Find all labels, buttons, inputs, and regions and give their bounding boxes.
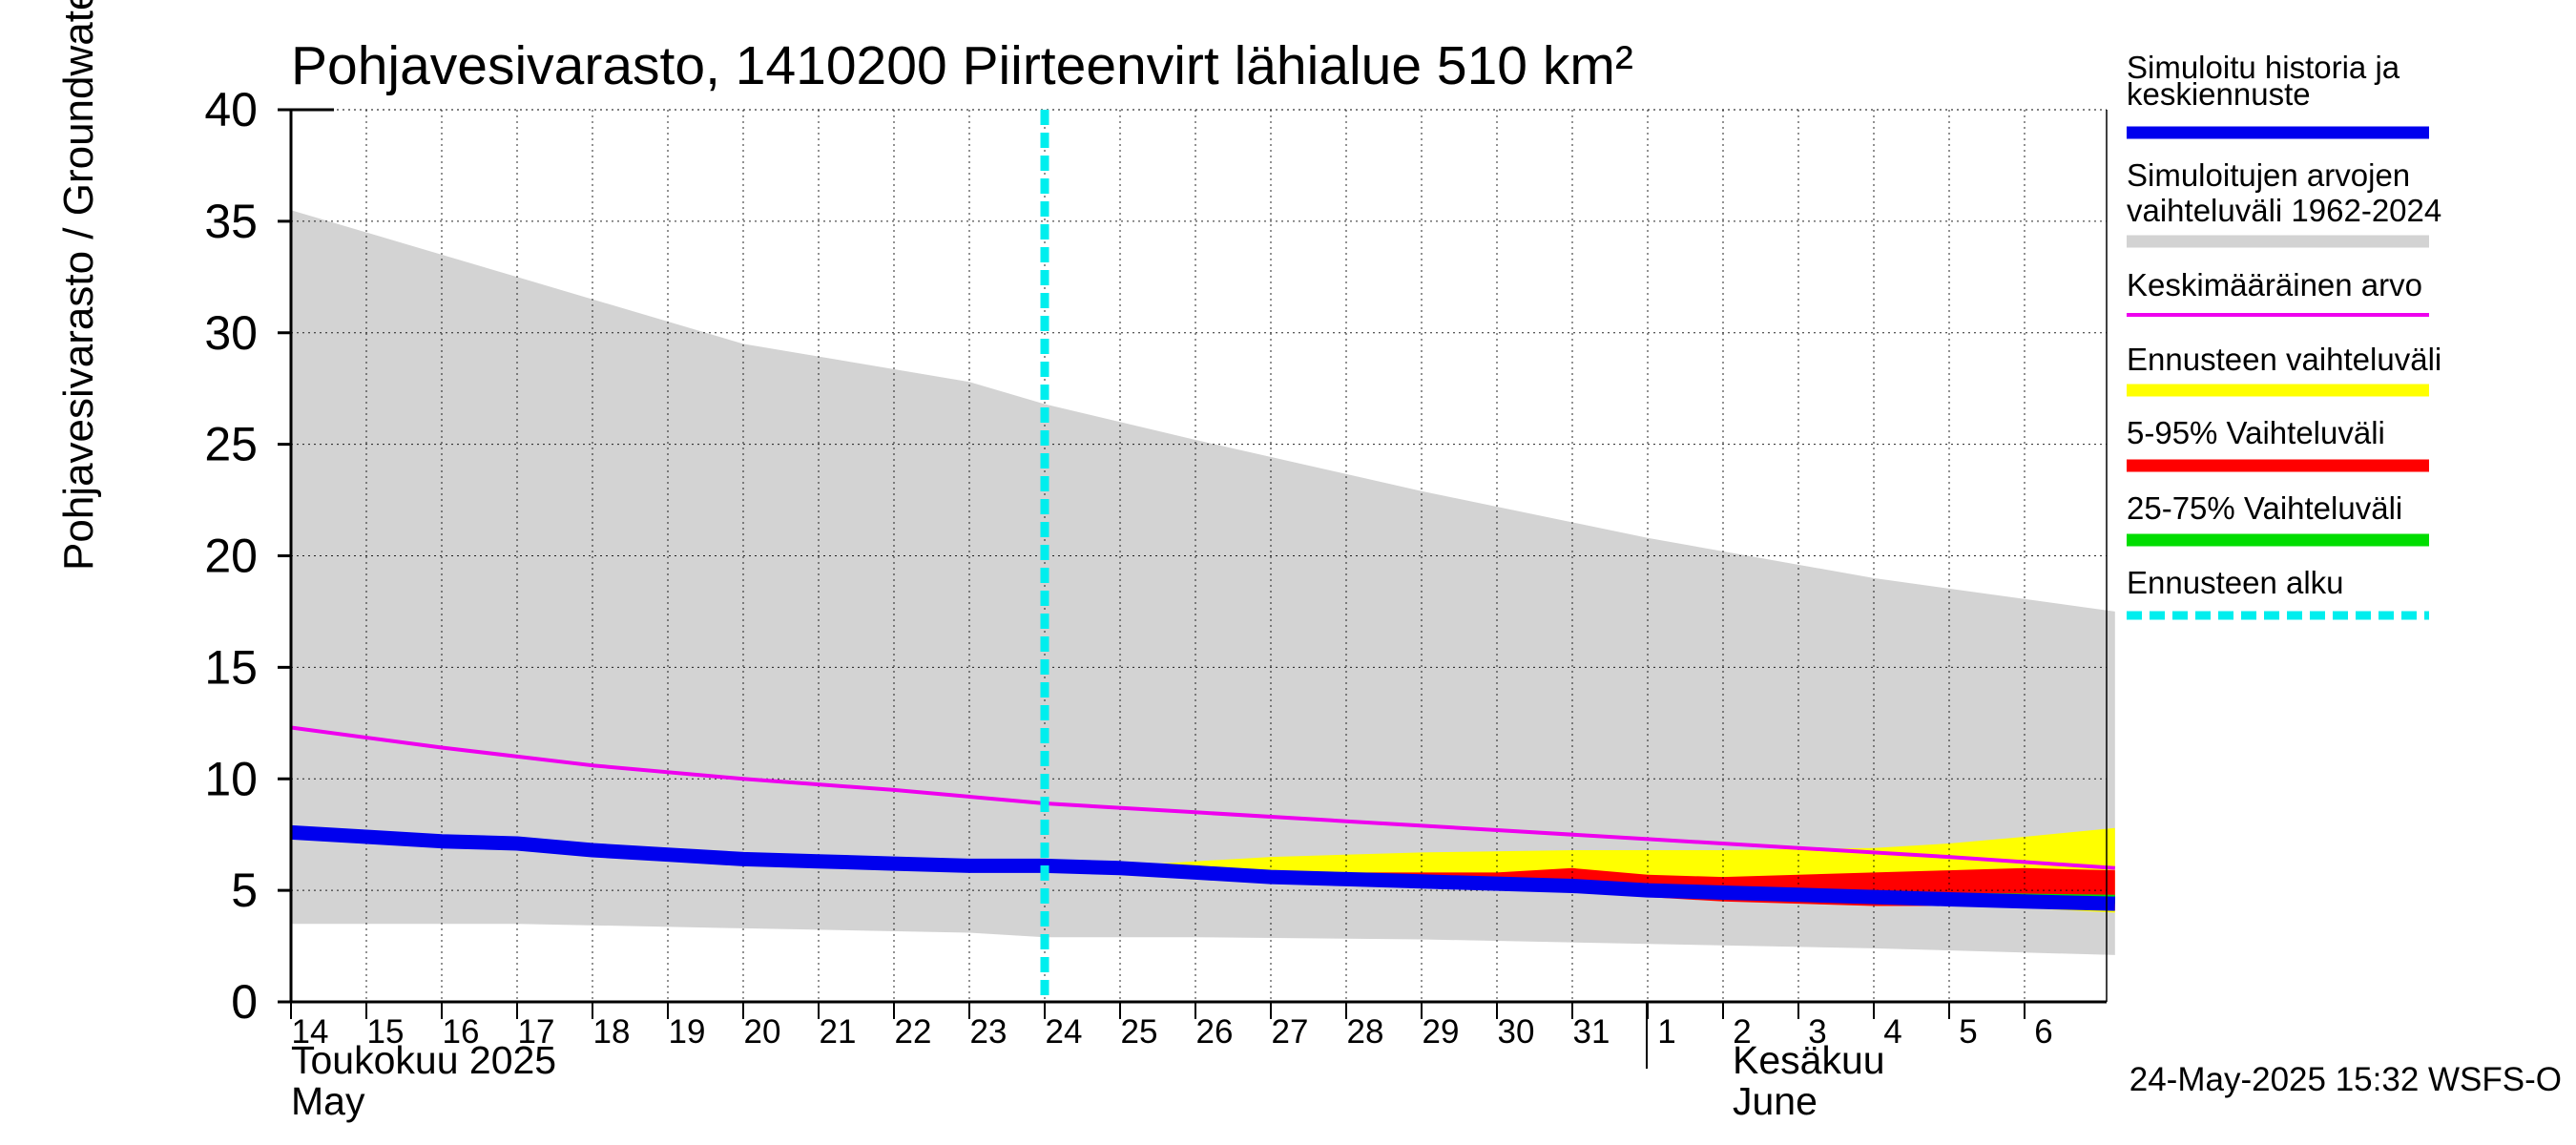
legend-label: Simuloitujen arvojen [2127,157,2410,193]
legend-label: Keskimääräinen arvo [2127,267,2422,302]
x-tick-label: 5 [1959,1013,1977,1051]
legend-label: Ennusteen alku [2127,565,2344,600]
y-tick-label: 40 [204,83,258,136]
x-tick-label: 16 [443,1013,480,1051]
plot-axes [278,108,2108,1069]
x-tick-label: 19 [669,1013,706,1051]
legend-label: Ennusteen vaihteluväli [2127,342,2441,377]
month-label-may-en: May [291,1079,365,1123]
x-tick-label: 3 [1808,1013,1826,1051]
x-tick-label: 23 [970,1013,1008,1051]
x-tick-label: 27 [1272,1013,1309,1051]
x-tick-label: 14 [292,1013,329,1051]
month-label-may-fi: Toukokuu 2025 [291,1038,556,1082]
y-tick-labels: 0 5 10 15 20 25 30 35 40 [204,83,258,1029]
x-tick-label: 26 [1196,1013,1234,1051]
legend-label: 5-95% Vaihteluväli [2127,415,2385,450]
x-tick-label: 15 [367,1013,405,1051]
x-tick-label: 17 [518,1013,555,1051]
x-tick-label: 22 [895,1013,932,1051]
legend-label: keskiennuste [2127,76,2311,112]
x-tick-labels: 14 15 16 17 18 19 20 21 22 23 24 25 26 27 28 29 30 31 1 2 3 4… [292,1013,2053,1051]
legend-label: 25-75% Vaihteluväli [2127,490,2402,526]
y-tick-label: 30 [204,306,258,360]
y-tick-label: 15 [204,640,258,694]
month-label-june-en: June [1733,1079,1818,1123]
month-label-june-fi: Kesäkuu [1733,1038,1885,1082]
x-tick-label: 30 [1498,1013,1535,1051]
series-line-median-forecast [290,824,2115,911]
x-tick-label: 21 [820,1013,857,1051]
x-tick-label: 28 [1347,1013,1384,1051]
x-tick-label: 1 [1657,1013,1675,1051]
x-tick-label: 20 [744,1013,781,1051]
series-line-mean-value [290,725,2115,870]
plot-lines [290,110,2115,1002]
x-tick-label: 24 [1046,1013,1083,1051]
y-tick-label: 5 [231,864,258,917]
y-tick-label: 25 [204,418,258,471]
x-tick-label: 6 [2034,1013,2052,1051]
footer-timestamp: 24-May-2025 15:32 WSFS-O [2129,1061,2562,1098]
x-tick-label: 4 [1883,1013,1901,1051]
x-tick-label: 31 [1573,1013,1610,1051]
y-tick-label: 20 [204,530,258,583]
y-tick-label: 35 [204,195,258,248]
legend-label: Simuloitu historia ja [2127,50,2400,85]
x-tick-label: 2 [1733,1013,1751,1051]
y-axis-label: Pohjavesivarasto / Groundwater storage m… [55,0,102,571]
y-tick-label: 10 [204,752,258,805]
legend-label: vaihteluväli 1962-2024 [2127,193,2441,228]
x-tick-label: 18 [593,1013,631,1051]
band-simuloitujen-arvojen-vaihteluv-li-1962-2024 [291,210,2115,955]
y-tick-label: 0 [231,975,258,1029]
x-tick-label: 25 [1121,1013,1158,1051]
chart-title: Pohjavesivarasto, 1410200 Piirteenvirt l… [291,35,1633,96]
x-tick-label: 29 [1423,1013,1460,1051]
